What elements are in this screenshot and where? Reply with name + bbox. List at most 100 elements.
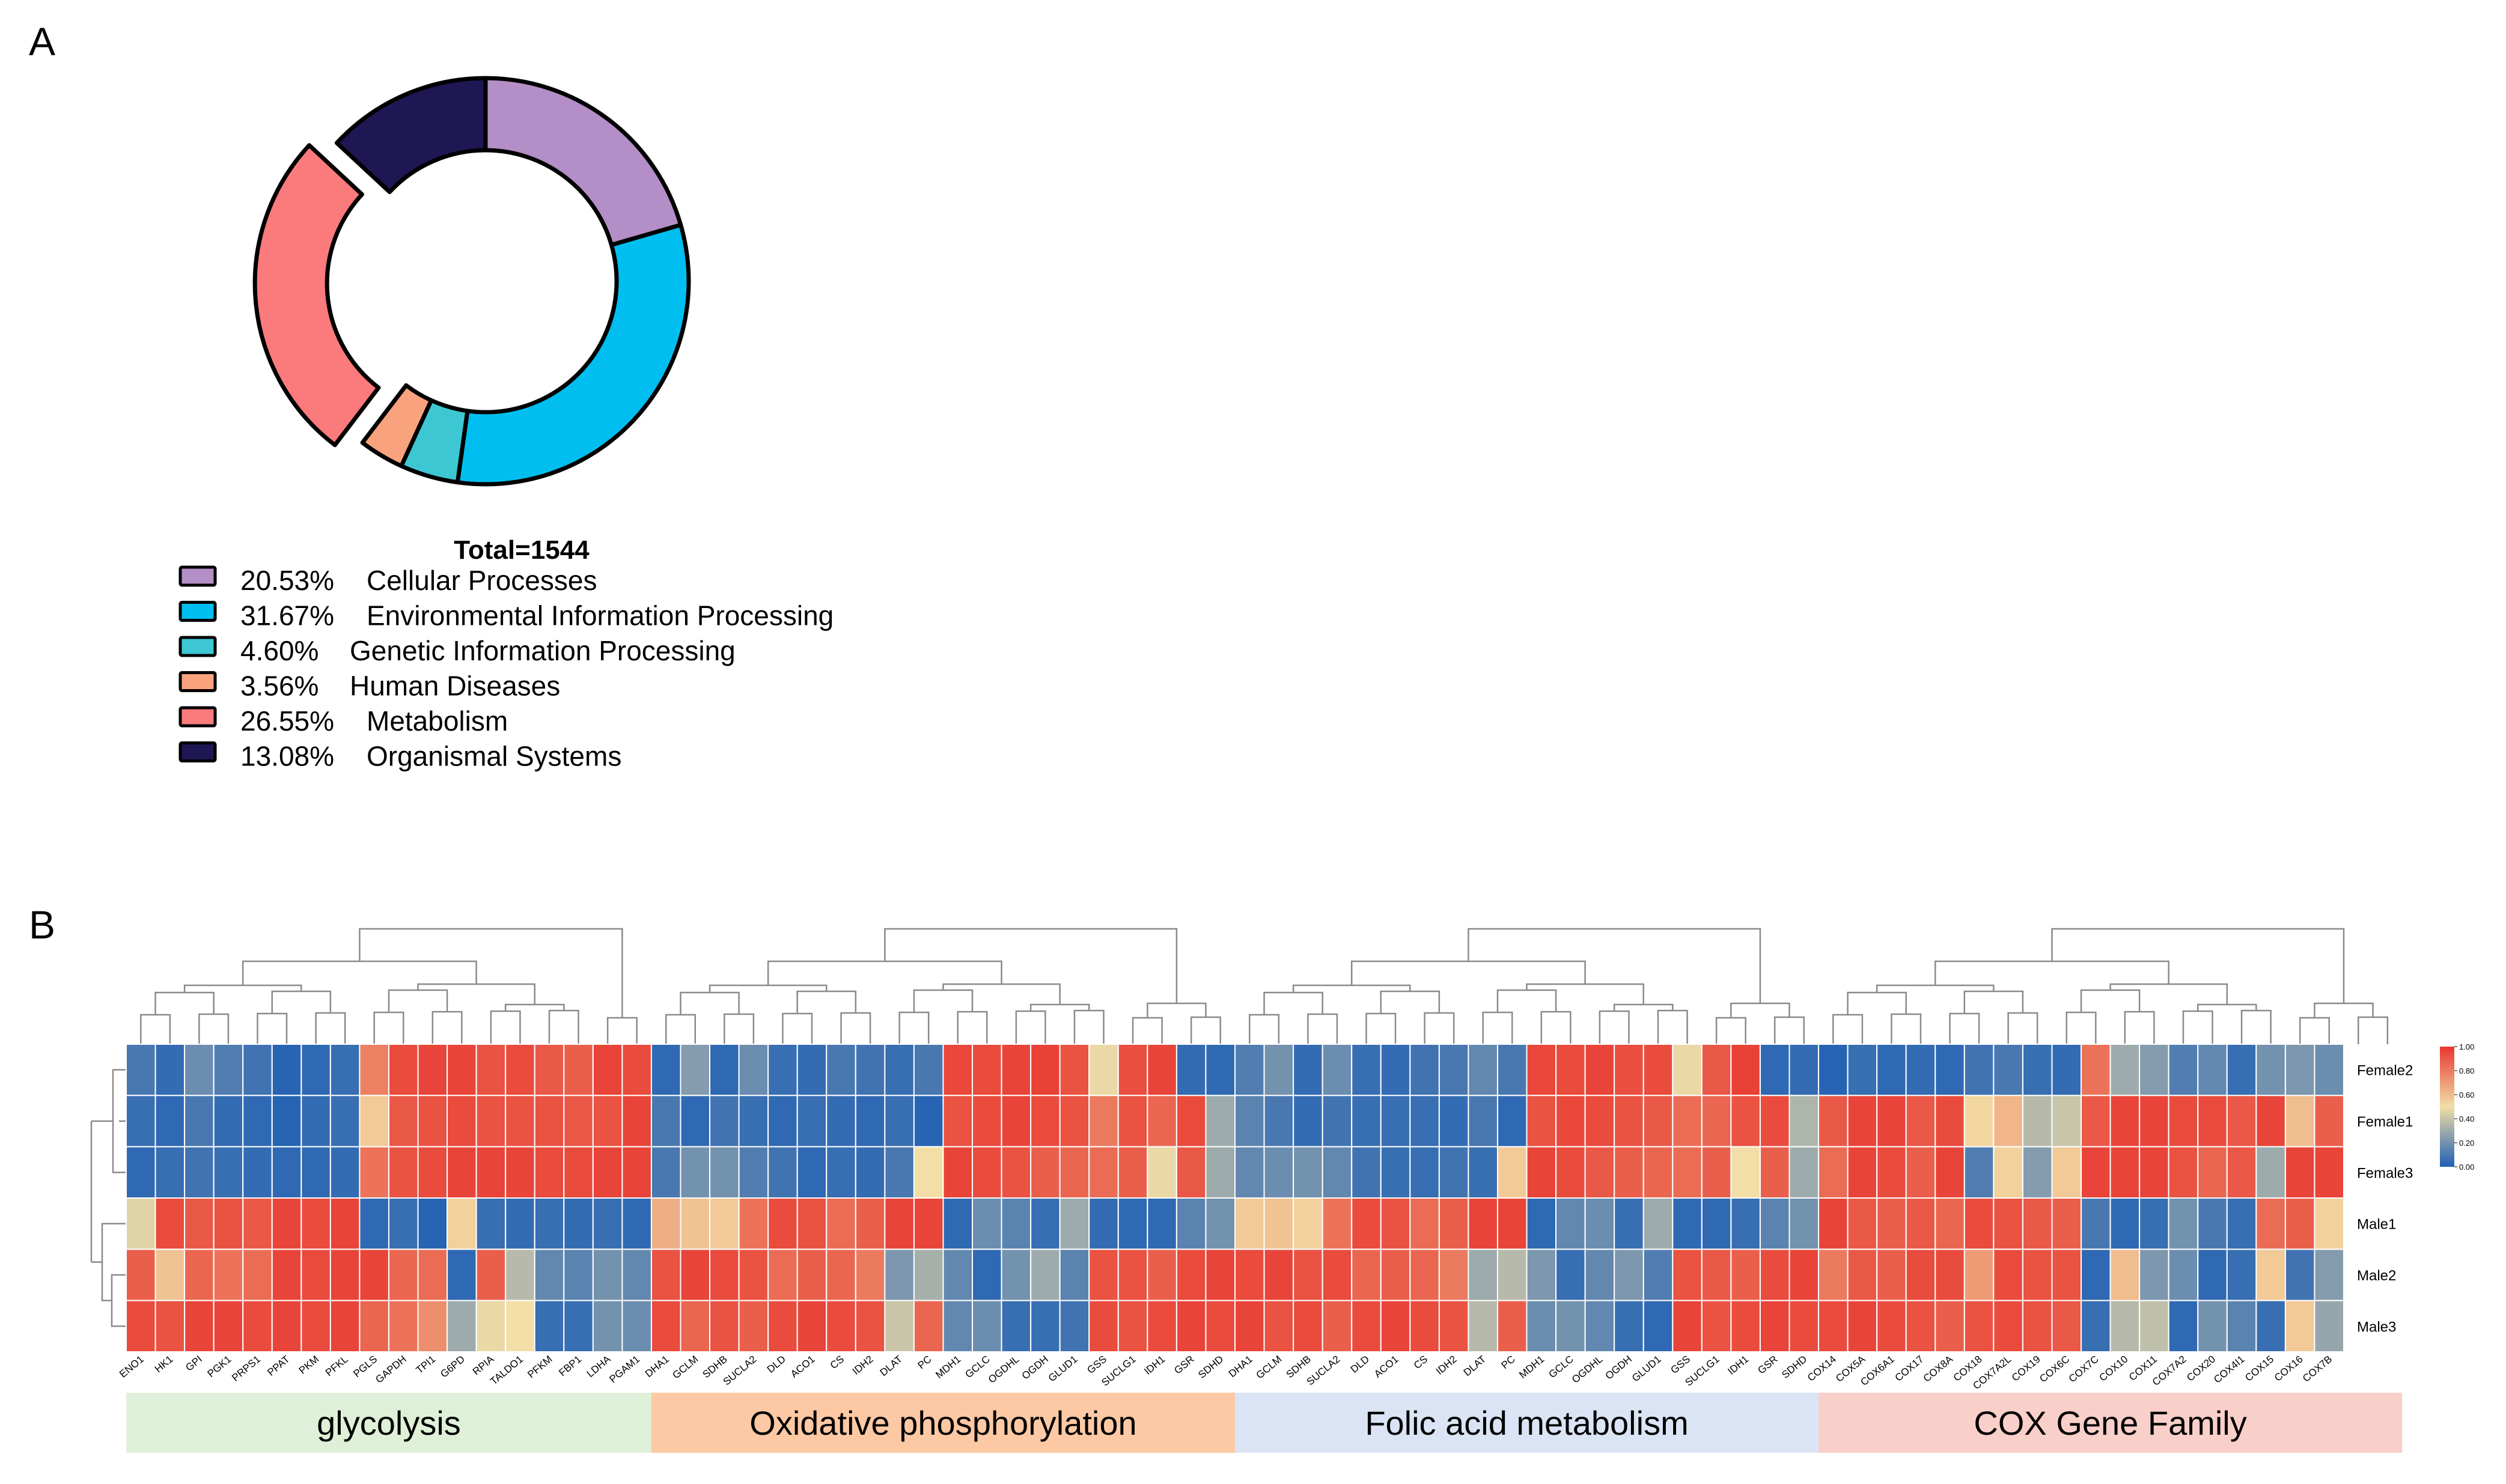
column-label: COX6C	[2037, 1354, 2072, 1385]
heat-cell	[1059, 1300, 1090, 1353]
column-label: COX10	[2097, 1354, 2130, 1384]
heat-cell	[1468, 1095, 1498, 1148]
heat-cell	[826, 1146, 856, 1199]
heat-cell	[1205, 1146, 1236, 1199]
heat-cell	[2226, 1248, 2257, 1301]
heat-cell	[884, 1197, 915, 1250]
column-label: GSS	[1085, 1354, 1109, 1376]
heat-cell	[1526, 1300, 1557, 1353]
heat-cell	[855, 1044, 886, 1096]
heat-cell	[534, 1248, 565, 1301]
heat-cell	[1759, 1044, 1790, 1096]
heat-cell	[1701, 1146, 1732, 1199]
donut-chart	[252, 76, 691, 487]
heat-cell	[300, 1044, 331, 1096]
heat-cell	[154, 1248, 186, 1301]
heat-cell	[972, 1300, 1002, 1353]
heat-cell	[1905, 1146, 1936, 1199]
heat-cell	[1963, 1095, 1995, 1148]
heat-cell	[1555, 1248, 1586, 1301]
column-label: PRPS1	[230, 1354, 263, 1384]
heat-cell	[1322, 1146, 1353, 1199]
heat-cell	[650, 1197, 681, 1250]
heat-cell	[592, 1146, 623, 1199]
dendrogram-branch	[2080, 989, 2141, 1012]
column-label: PPAT	[265, 1354, 291, 1378]
heat-cell	[1614, 1146, 1644, 1199]
heat-cell	[359, 1300, 389, 1353]
heat-cell	[2139, 1248, 2169, 1301]
column-label: SUCLA2	[721, 1354, 759, 1388]
heat-cell	[154, 1300, 186, 1353]
heat-cell	[796, 1095, 828, 1148]
dendrogram	[90, 928, 2389, 1327]
heat-cell	[2197, 1095, 2228, 1148]
column-label: COX7B	[2300, 1354, 2334, 1385]
heat-cell	[1876, 1095, 1907, 1148]
column-label: IDH2	[1434, 1354, 1459, 1377]
heat-cell	[1117, 1248, 1148, 1301]
heat-cell	[1818, 1146, 1849, 1199]
heat-cell	[913, 1300, 944, 1353]
heat-cell	[1496, 1300, 1528, 1353]
row-label: Female3	[2357, 1165, 2413, 1181]
column-label: OGDHL	[1570, 1354, 1605, 1385]
heat-cell	[242, 1146, 273, 1199]
heat-cell	[1788, 1197, 1820, 1250]
heat-cell	[1293, 1095, 1323, 1148]
color-scale-tick-label: 0.60	[2459, 1090, 2474, 1099]
heat-cell	[359, 1197, 389, 1250]
heat-cell	[1205, 1095, 1236, 1148]
heat-cell	[1001, 1146, 1032, 1199]
dendrogram-branch	[1307, 1013, 1338, 1044]
legend-label-1: Environmental Information Processing	[367, 600, 834, 631]
heat-cell	[1993, 1248, 2023, 1301]
heat-cell	[475, 1300, 507, 1353]
heat-cell	[1876, 1300, 1907, 1353]
heat-cell	[1030, 1197, 1061, 1250]
heat-cell	[447, 1095, 477, 1148]
dendrogram-branch	[1599, 1010, 1630, 1044]
heat-cell	[329, 1248, 361, 1301]
heat-cell	[767, 1146, 798, 1199]
heat-cell	[1730, 1197, 1761, 1250]
column-label: MDH1	[933, 1354, 963, 1381]
dendrogram-branch	[796, 990, 857, 1014]
heat-cell	[1205, 1197, 1236, 1250]
heat-cell	[1205, 1044, 1236, 1096]
heat-cell	[505, 1044, 535, 1096]
dendrogram-branch	[198, 1013, 230, 1044]
heat-cell	[505, 1146, 535, 1199]
column-label: COX7C	[2067, 1354, 2101, 1385]
column-label: COX17	[1893, 1354, 1926, 1384]
heat-cell	[1759, 1146, 1790, 1199]
heat-cell	[388, 1095, 419, 1148]
legend-percent-2: 4.60%	[240, 635, 319, 666]
heat-cell	[709, 1197, 740, 1250]
heat-cell	[2314, 1095, 2344, 1148]
column-label: COX19	[2010, 1354, 2043, 1384]
dendrogram-branch	[359, 928, 623, 1018]
heat-cell	[1001, 1095, 1032, 1148]
heat-cell	[1175, 1300, 1207, 1353]
heat-cell	[2109, 1300, 2141, 1353]
heat-cell	[1672, 1044, 1703, 1096]
column-label: OGDH	[1603, 1354, 1634, 1382]
group-label-0: glycolysis	[317, 1404, 461, 1442]
heat-cell	[1263, 1146, 1294, 1199]
legend-percent-3: 3.56%	[240, 671, 319, 702]
heat-cell	[1701, 1095, 1732, 1148]
heat-cell	[1234, 1300, 1265, 1353]
heat-cell	[680, 1300, 711, 1353]
donut-slice-0	[483, 76, 683, 248]
heat-cell	[359, 1095, 389, 1148]
heat-cell	[884, 1248, 915, 1301]
heat-cell	[884, 1095, 915, 1148]
dendrogram-branch	[2051, 928, 2345, 1003]
color-scale-legend: 1.00 0.80 0.60 0.40 0.20 0.00	[2440, 1042, 2474, 1172]
heat-cell	[1672, 1095, 1703, 1148]
heat-cell	[126, 1146, 156, 1199]
donut-slice-1	[455, 222, 691, 487]
heat-cell	[1409, 1248, 1440, 1301]
heat-cell	[767, 1197, 798, 1250]
